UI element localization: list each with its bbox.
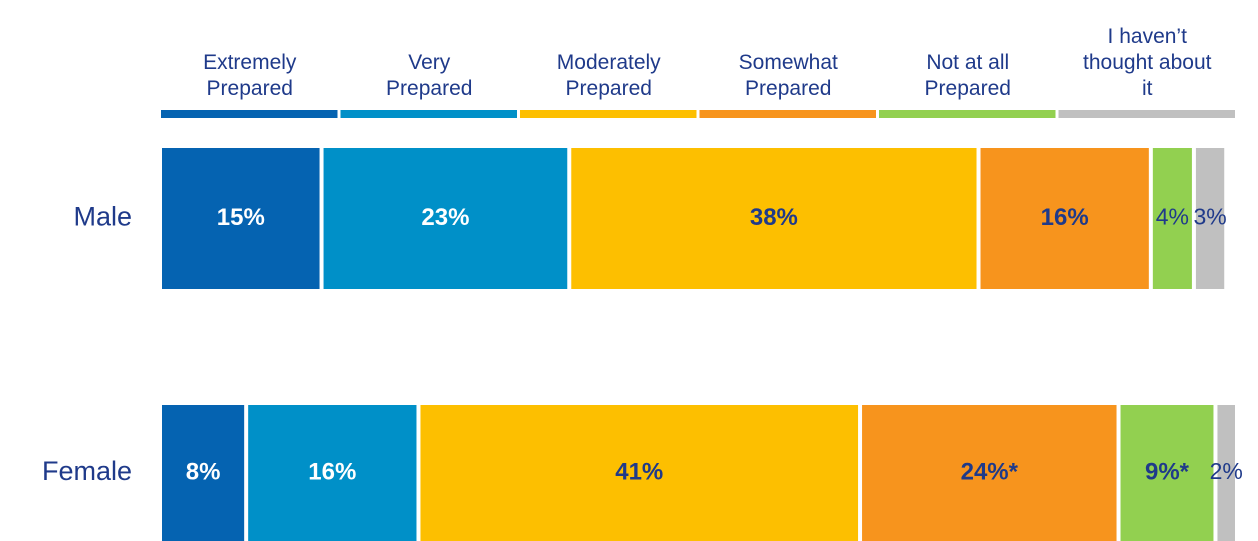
value-label: 3%: [1193, 204, 1226, 230]
legend-label: Somewhat Prepared: [738, 51, 838, 100]
value-label: 16%: [1041, 204, 1089, 231]
value-label: 15%: [217, 204, 265, 231]
value-label: 41%: [615, 458, 663, 485]
legend-label: Extremely Prepared: [203, 51, 297, 100]
value-label: 2%: [1210, 458, 1243, 484]
bar-segment: [420, 405, 859, 541]
legend-swatch: [340, 110, 517, 118]
bar-segment: [248, 405, 417, 541]
bar-segment: [323, 148, 568, 289]
value-label: 9%*: [1145, 458, 1190, 485]
bar-segment: [571, 148, 977, 289]
category-label: Male: [73, 202, 132, 232]
value-label: 8%: [186, 458, 221, 485]
bar-segment: [1120, 405, 1214, 541]
bar-segment: [980, 148, 1149, 289]
legend-label: Not at all Prepared: [924, 51, 1011, 100]
legend-swatch: [161, 110, 338, 118]
legend-label: Moderately Prepared: [556, 51, 661, 100]
value-label: 38%: [750, 204, 798, 231]
value-label: 16%: [308, 458, 356, 485]
bar-segment: [162, 148, 320, 289]
bar-segment: [162, 405, 245, 541]
legend-swatch: [520, 110, 697, 118]
category-label: Female: [42, 456, 132, 486]
bar-segment: [862, 405, 1117, 541]
bar-segment: [1152, 148, 1192, 289]
bar-segment: [1217, 405, 1235, 541]
legend-swatch: [1058, 110, 1235, 118]
legend-swatch: [879, 110, 1056, 118]
value-label: 4%: [1156, 204, 1189, 230]
legend-swatch: [699, 110, 876, 118]
value-label: 23%: [421, 204, 469, 231]
legend-label: Very Prepared: [386, 51, 473, 100]
bar-segment: [1195, 148, 1225, 289]
legend-label: I haven’t thought about it: [1083, 25, 1212, 100]
value-label: 24%*: [961, 458, 1019, 485]
